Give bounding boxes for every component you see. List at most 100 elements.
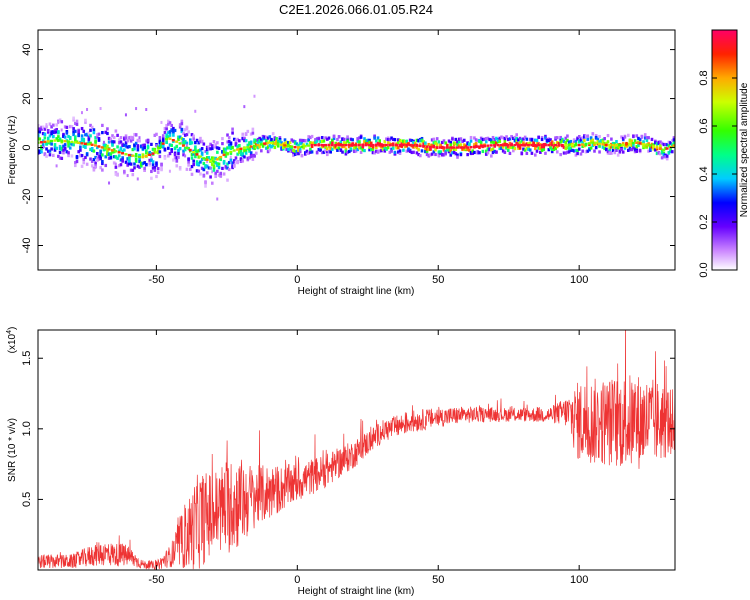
snr-frame bbox=[37, 329, 676, 571]
heatmap-cell bbox=[265, 135, 268, 139]
heatmap-cell bbox=[224, 152, 228, 156]
heatmap-cell bbox=[236, 137, 239, 142]
heatmap-cell bbox=[119, 135, 123, 140]
heatmap-cell bbox=[561, 139, 564, 143]
heatmap-cell bbox=[490, 138, 493, 142]
heatmap-cell bbox=[58, 156, 62, 160]
heatmap-cell bbox=[145, 162, 148, 167]
heatmap-cell bbox=[364, 143, 368, 147]
heatmap-cell bbox=[429, 143, 432, 147]
heatmap-cell bbox=[38, 124, 40, 128]
heatmap-cell bbox=[41, 125, 45, 129]
heatmap-cell bbox=[214, 171, 217, 175]
heatmap-cell bbox=[605, 148, 608, 152]
heatmap-cell bbox=[93, 144, 97, 147]
heatmap-cell bbox=[190, 172, 194, 176]
heatmap-cell bbox=[559, 138, 562, 142]
heatmap-cell bbox=[625, 143, 629, 146]
heatmap-cell bbox=[332, 145, 336, 149]
heatmap-cell bbox=[168, 130, 172, 134]
heatmap-cell bbox=[227, 143, 231, 147]
heatmap-cell bbox=[131, 173, 135, 177]
heatmap-cell bbox=[97, 157, 101, 161]
heatmap-cell bbox=[207, 147, 211, 151]
heatmap-cell bbox=[408, 138, 412, 142]
heatmap-cell bbox=[503, 139, 507, 144]
heatmap-cell bbox=[557, 143, 561, 147]
heatmap-cell bbox=[344, 149, 348, 153]
heatmap-cell bbox=[75, 122, 79, 126]
heatmap-cell bbox=[153, 149, 157, 153]
heatmap-cell bbox=[53, 146, 57, 150]
heatmap-cell bbox=[266, 141, 270, 145]
heatmap-cell bbox=[111, 140, 114, 144]
heatmap-cell bbox=[77, 129, 80, 133]
heatmap-cell bbox=[210, 162, 214, 166]
heatmap-cell bbox=[506, 143, 510, 147]
spectrogram-x-ticks: -50 0 50 100 bbox=[148, 30, 588, 286]
heatmap-cell bbox=[397, 141, 400, 145]
heatmap-cell bbox=[112, 140, 116, 144]
heatmap-cell bbox=[92, 149, 96, 153]
heatmap-cell bbox=[664, 146, 667, 150]
heatmap-cell bbox=[500, 146, 503, 150]
heatmap-cell bbox=[153, 166, 157, 170]
heatmap-cell bbox=[180, 129, 184, 134]
heatmap-cell bbox=[591, 132, 595, 136]
heatmap-cell bbox=[657, 140, 661, 144]
heatmap-cell bbox=[183, 141, 187, 145]
heatmap-cell bbox=[330, 143, 334, 147]
heatmap-cell bbox=[170, 143, 174, 147]
heatmap-cell bbox=[620, 143, 623, 147]
heatmap-cell bbox=[253, 94, 256, 98]
heatmap-cell bbox=[402, 139, 405, 143]
heatmap-cell bbox=[177, 151, 180, 156]
heatmap-cell bbox=[386, 141, 390, 145]
heatmap-cell bbox=[652, 147, 655, 151]
heatmap-cell bbox=[669, 141, 672, 145]
heatmap-cell bbox=[151, 147, 155, 151]
heatmap-cell bbox=[292, 153, 295, 158]
heatmap-cell bbox=[307, 151, 310, 155]
heatmap-cell bbox=[80, 154, 84, 158]
heatmap-cell bbox=[407, 142, 410, 146]
heatmap-cell bbox=[185, 141, 189, 145]
heatmap-cell bbox=[302, 145, 305, 149]
heatmap-cell bbox=[57, 121, 60, 125]
heatmap-cell bbox=[293, 149, 297, 153]
heatmap-cell bbox=[170, 148, 174, 152]
heatmap-cell bbox=[90, 164, 94, 168]
heatmap-cell bbox=[444, 151, 447, 155]
heatmap-cell bbox=[598, 150, 601, 154]
heatmap-cell bbox=[85, 162, 89, 166]
heatmap-cell bbox=[466, 153, 469, 157]
heatmap-cell bbox=[41, 140, 45, 144]
heatmap-cell bbox=[87, 143, 91, 146]
heatmap-cell bbox=[670, 143, 674, 147]
heatmap-cell bbox=[363, 137, 366, 141]
heatmap-cell bbox=[613, 146, 617, 150]
heatmap-cell bbox=[323, 143, 327, 147]
heatmap-cell bbox=[58, 150, 62, 154]
heatmap-cell bbox=[560, 143, 564, 147]
heatmap-cell bbox=[131, 154, 135, 157]
heatmap-cell bbox=[244, 148, 248, 152]
heatmap-cell bbox=[101, 168, 104, 172]
heatmap-cell bbox=[577, 147, 581, 151]
heatmap-cell bbox=[45, 123, 48, 127]
heatmap-cell bbox=[106, 127, 109, 131]
heatmap-cell bbox=[148, 153, 152, 156]
heatmap-cell bbox=[141, 146, 145, 151]
heatmap-cell bbox=[195, 160, 199, 164]
heatmap-cell bbox=[133, 147, 136, 151]
heatmap-cell bbox=[74, 163, 77, 168]
heatmap-cell bbox=[424, 146, 427, 151]
heatmap-cell bbox=[160, 163, 163, 167]
heatmap-cell bbox=[95, 133, 99, 137]
heatmap-cell bbox=[408, 149, 412, 153]
heatmap-cell bbox=[520, 152, 524, 156]
heatmap-cell bbox=[87, 131, 91, 135]
heatmap-cell bbox=[256, 143, 260, 147]
heatmap-cell bbox=[424, 150, 427, 154]
heatmap-cell bbox=[598, 144, 601, 148]
